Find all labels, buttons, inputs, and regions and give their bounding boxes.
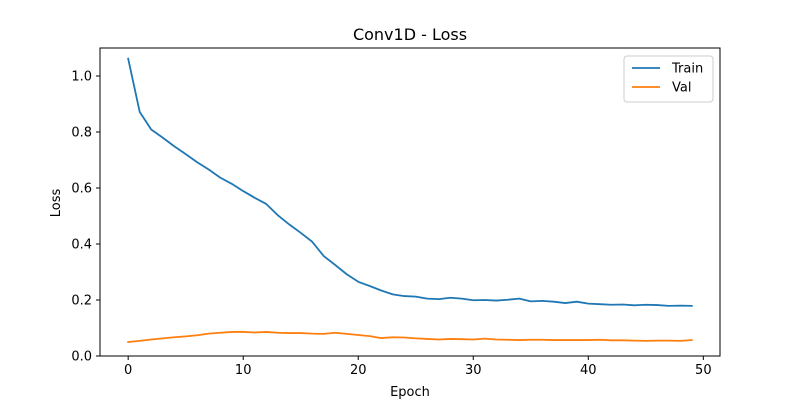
- y-tick-label: 0.8: [71, 126, 92, 141]
- x-tick-label: 40: [580, 363, 597, 378]
- x-tick-label: 20: [350, 363, 367, 378]
- series-line-train: [127, 57, 693, 307]
- x-tick-label: 0: [124, 363, 132, 378]
- x-axis-label: Epoch: [390, 385, 430, 400]
- y-tick-label: 0.6: [71, 182, 92, 197]
- axes: 0 10 20 30 40 50 0.0 0.2 0.4 0.6 0.8 1.0: [71, 47, 721, 378]
- chart-title: Conv1D - Loss: [353, 25, 467, 44]
- y-tick-label: 1.0: [71, 70, 92, 85]
- legend-label-train: Train: [671, 62, 703, 77]
- x-tick-label: 10: [235, 363, 252, 378]
- y-axis-label: Loss: [49, 189, 64, 218]
- x-tick-label: 30: [465, 363, 482, 378]
- plot-frame: [99, 47, 721, 357]
- legend: Train Val: [623, 55, 714, 103]
- series-line-val: [127, 331, 693, 343]
- plot-area: [127, 57, 693, 343]
- y-tick-label: 0.4: [71, 238, 92, 253]
- y-tick-label: 0.0: [71, 350, 92, 365]
- y-tick-label: 0.2: [71, 294, 92, 309]
- x-tick-label: 50: [695, 363, 712, 378]
- legend-label-val: Val: [672, 81, 691, 96]
